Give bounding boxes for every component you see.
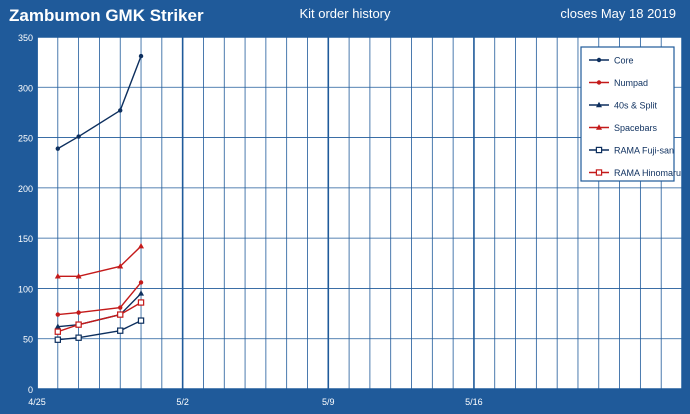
- data-point: [75, 273, 82, 279]
- series-core: [55, 53, 144, 151]
- series-numpad: [55, 280, 144, 317]
- x-tick-label: 4/25: [28, 397, 46, 407]
- chart-title: Zambumon GMK Striker: [9, 6, 204, 25]
- data-point: [75, 334, 82, 341]
- series-rama-fuji-san: [54, 317, 145, 343]
- series-line: [57, 319, 142, 341]
- legend-label: RAMA Hinomaru: [614, 168, 681, 178]
- data-point: [76, 310, 81, 315]
- plot-border: [36, 36, 683, 390]
- legend-box: [580, 46, 675, 182]
- data-point: [54, 273, 61, 279]
- y-tick-label: 100: [18, 284, 33, 294]
- data-point: [55, 146, 61, 151]
- legend-label: 40s & Split: [614, 101, 658, 111]
- y-tick-label: 350: [18, 33, 33, 43]
- data-point: [138, 280, 144, 285]
- legend-marker: [596, 101, 602, 108]
- legend-label: RAMA Fuji-san: [614, 146, 674, 156]
- legend-label: Core: [614, 56, 634, 66]
- legend-label: Spacebars: [614, 123, 658, 133]
- data-point: [117, 263, 124, 269]
- series-line: [57, 301, 142, 333]
- legend-marker: [596, 124, 602, 130]
- data-point: [54, 323, 61, 329]
- plot-area: [37, 37, 682, 389]
- data-point: [75, 321, 82, 328]
- y-tick-label: 250: [18, 134, 33, 144]
- data-point: [117, 327, 124, 334]
- data-point: [138, 53, 144, 59]
- data-point: [138, 290, 145, 296]
- x-tick-label: 5/16: [465, 397, 483, 407]
- y-tick-label: 0: [28, 385, 33, 395]
- data-point: [54, 328, 62, 335]
- series-line: [57, 245, 142, 278]
- series-rama-hinomaru: [54, 299, 145, 335]
- data-point: [55, 312, 61, 317]
- y-tick-label: 150: [18, 234, 33, 244]
- legend-marker: [596, 57, 602, 63]
- data-point: [54, 336, 62, 343]
- x-tick-label: 5/2: [176, 397, 189, 407]
- legend-marker: [596, 80, 602, 85]
- data-point: [137, 299, 145, 306]
- x-tick-label: 5/9: [322, 397, 335, 407]
- data-point: [117, 311, 124, 318]
- legend-marker: [595, 169, 603, 176]
- y-tick-label: 200: [18, 184, 33, 194]
- legend-marker: [595, 146, 603, 154]
- series-line: [57, 281, 142, 316]
- closing-date: closes May 18 2019: [560, 6, 676, 21]
- data-point: [138, 242, 145, 249]
- series-spacebars: [54, 242, 145, 279]
- data-point: [118, 305, 123, 310]
- legend-label: Numpad: [614, 78, 648, 88]
- data-point: [76, 134, 81, 139]
- y-tick-label: 50: [23, 335, 33, 345]
- y-tick-label: 300: [18, 83, 33, 93]
- data-point: [137, 317, 145, 324]
- legend: Core Numpad 40s & Split Spacebars RAMA Fuji-…: [580, 46, 681, 182]
- data-point: [118, 108, 123, 113]
- series-line: [57, 55, 142, 150]
- chart-subtitle: Kit order history: [299, 6, 391, 21]
